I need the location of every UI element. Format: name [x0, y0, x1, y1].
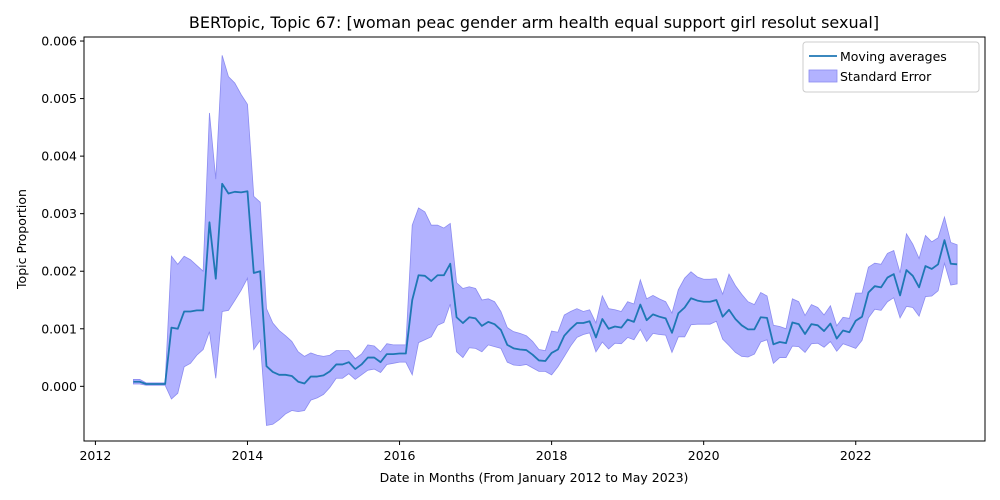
y-tick-label: 0.005	[41, 91, 77, 106]
y-tick-label: 0.006	[41, 34, 77, 49]
x-tick-label: 2018	[536, 448, 568, 463]
y-tick-label: 0.000	[41, 379, 77, 394]
y-tick-label: 0.004	[41, 149, 77, 164]
x-tick-label: 2014	[232, 448, 264, 463]
legend: Moving averages Standard Error	[802, 41, 980, 93]
x-tick-label: 2020	[688, 448, 720, 463]
x-axis: 2012 2014 2016 2018 2020 2022	[79, 441, 872, 463]
legend-label-standard-error: Standard Error	[840, 69, 932, 84]
y-tick-label: 0.001	[41, 321, 77, 336]
chart-title: BERTopic, Topic 67: [woman peac gender a…	[189, 13, 879, 32]
plot-area	[133, 55, 958, 426]
moving-averages-line	[133, 182, 958, 385]
y-tick-label: 0.003	[41, 206, 77, 221]
x-tick-label: 2022	[840, 448, 872, 463]
y-axis-label: Topic Proportion	[14, 189, 29, 290]
y-tick-label: 0.002	[41, 264, 77, 279]
axes-frame	[83, 36, 986, 442]
standard-error-band	[133, 55, 958, 426]
legend-label-moving-averages: Moving averages	[840, 49, 947, 64]
x-tick-label: 2016	[384, 448, 416, 463]
legend-box	[802, 41, 980, 93]
legend-swatch-standard-error	[808, 69, 838, 83]
x-axis-label: Date in Months (From January 2012 to May…	[380, 470, 689, 485]
y-axis: 0.000 0.001 0.002 0.003 0.004 0.005 0.006	[41, 34, 84, 394]
x-tick-label: 2012	[79, 448, 111, 463]
